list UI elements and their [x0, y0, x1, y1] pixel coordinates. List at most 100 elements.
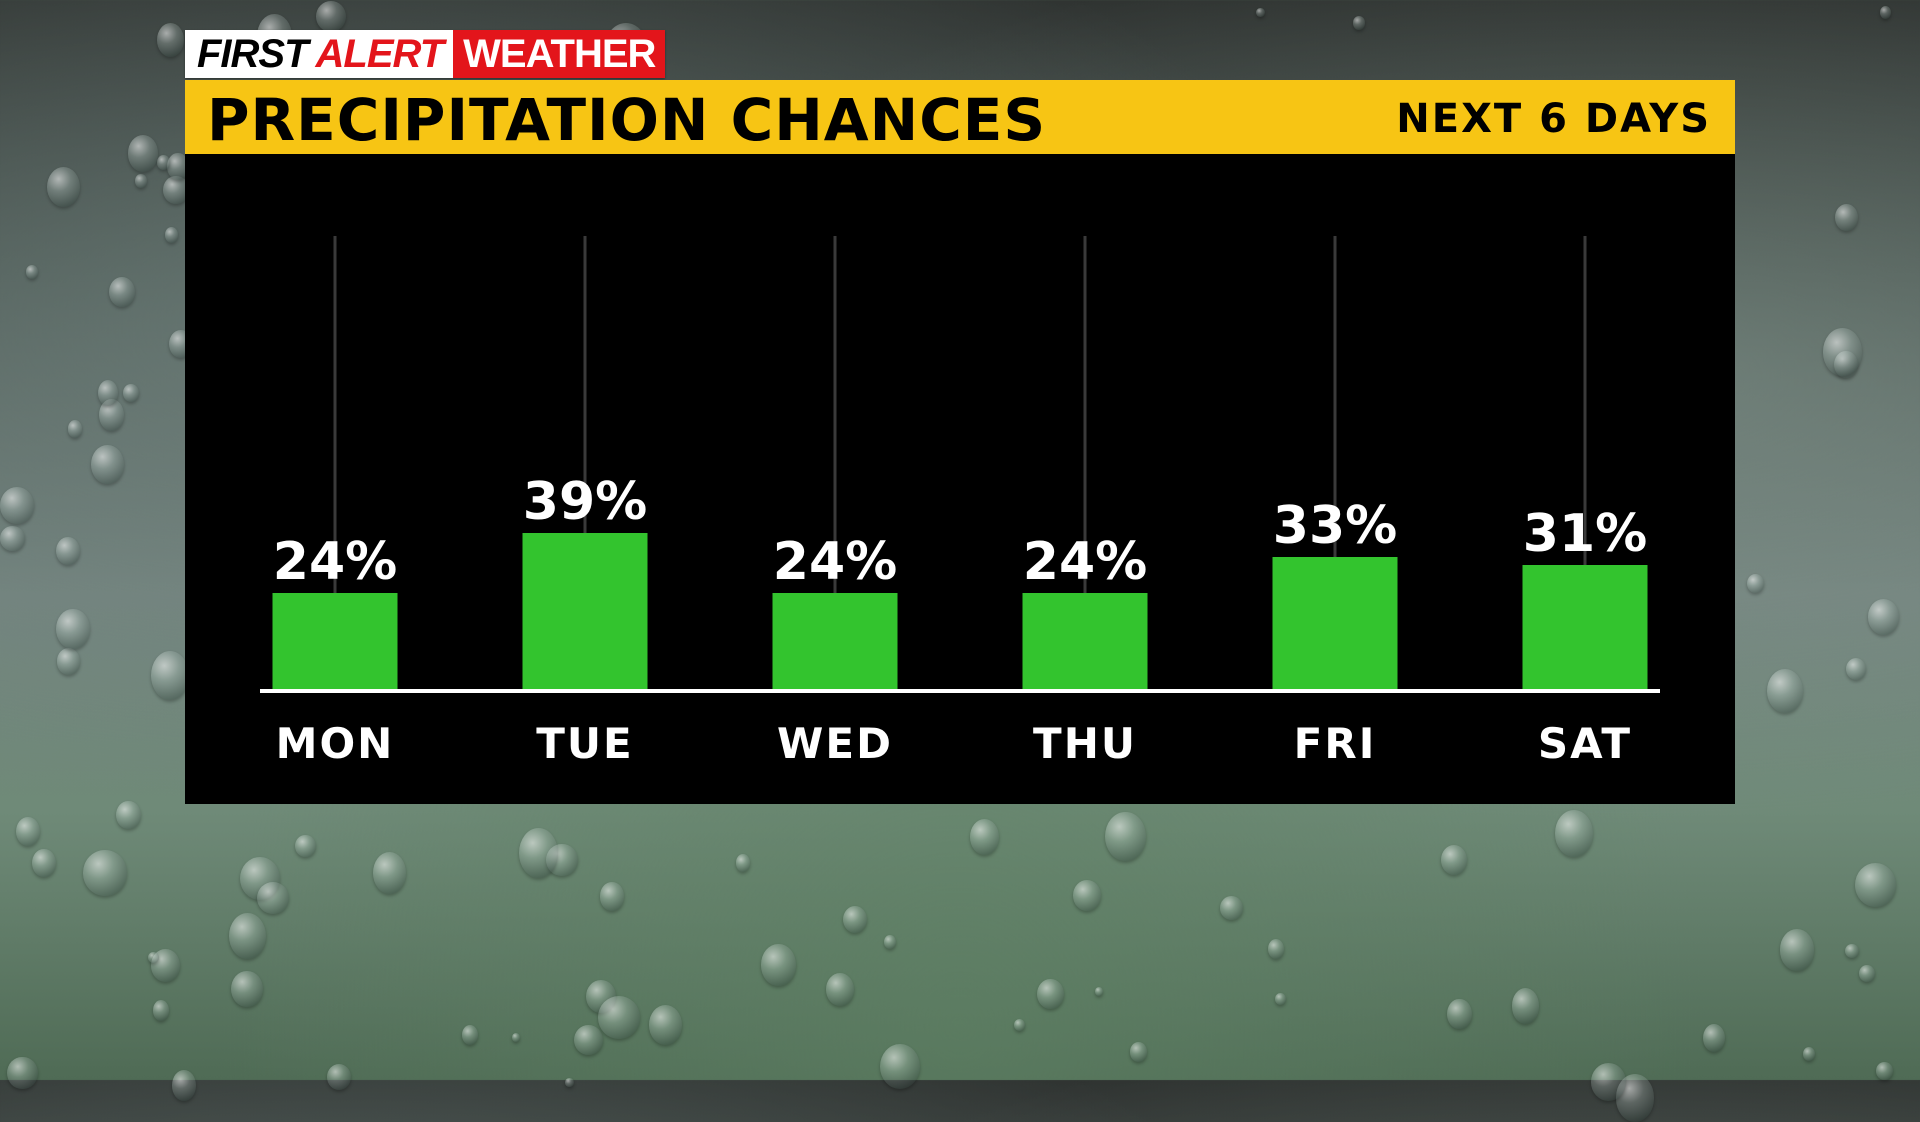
raindrop	[1441, 845, 1468, 875]
raindrop	[1822, 327, 1863, 376]
raindrop	[316, 0, 347, 33]
raindrop	[1094, 986, 1104, 997]
raindrop	[512, 1032, 521, 1043]
raindrop	[1803, 1047, 1816, 1062]
raindrop	[46, 166, 81, 208]
raindrop	[1256, 8, 1266, 18]
raindrop	[135, 174, 147, 188]
raindrop	[167, 152, 189, 181]
value-label-wed: 24%	[773, 532, 897, 592]
brand-alert: ALERT	[315, 31, 445, 76]
raindrop	[761, 944, 796, 986]
bar-mon	[272, 593, 398, 689]
raindrop	[97, 379, 119, 407]
raindrop	[573, 1024, 604, 1056]
day-label-sat: SAT	[1538, 719, 1632, 768]
raindrop	[91, 445, 124, 485]
title-bar: PRECIPITATION CHANCES NEXT 6 DAYS	[185, 80, 1735, 154]
value-label-mon: 24%	[273, 532, 397, 592]
brand-logo-left: FIRST ALERT	[185, 30, 454, 78]
raindrop	[82, 850, 127, 896]
raindrop	[1591, 1063, 1627, 1101]
raindrop	[519, 827, 558, 879]
chart-title: PRECIPITATION CHANCES	[207, 86, 1047, 154]
bar-thu	[1022, 593, 1148, 689]
raindrop	[1447, 998, 1472, 1029]
raindrop	[1267, 939, 1285, 960]
raindrop	[1511, 987, 1540, 1024]
raindrop	[1013, 1018, 1026, 1031]
raindrop	[599, 882, 625, 911]
raindrop	[1036, 978, 1064, 1009]
day-label-mon: MON	[276, 719, 395, 768]
raindrop	[171, 1069, 197, 1101]
raindrop	[598, 996, 641, 1039]
raindrop	[736, 854, 751, 872]
raindrop	[1129, 1041, 1148, 1062]
raindrop	[1854, 862, 1897, 907]
raindrop	[880, 1044, 921, 1090]
raindrop	[1858, 964, 1876, 983]
raindrop	[0, 526, 25, 551]
day-label-wed: WED	[777, 719, 893, 768]
raindrop	[1104, 811, 1146, 862]
raindrop	[1834, 204, 1859, 232]
first-alert-weather-logo: FIRST ALERT WEATHER	[185, 30, 666, 78]
value-label-tue: 39%	[523, 472, 647, 532]
day-label-fri: FRI	[1294, 719, 1377, 768]
raindrop	[1072, 880, 1102, 911]
raindrop	[256, 881, 289, 915]
raindrop	[372, 851, 407, 895]
day-label-tue: TUE	[536, 719, 633, 768]
chart-subtitle: NEXT 6 DAYS	[1396, 96, 1711, 142]
raindrop	[25, 264, 39, 279]
raindrop	[127, 134, 159, 172]
raindrop	[229, 912, 267, 959]
raindrop	[163, 176, 189, 204]
bar-wed	[772, 593, 898, 689]
raindrop	[0, 486, 35, 524]
value-label-sat: 31%	[1523, 504, 1647, 564]
raindrop	[1274, 992, 1287, 1005]
raindrop	[165, 227, 179, 243]
bar-sat	[1522, 565, 1648, 689]
raindrop	[123, 384, 140, 402]
brand-weather: WEATHER	[453, 30, 666, 78]
chart-panel: 24% MON 39% TUE 24% WED 24% THU 33% FRI 31% SAT	[185, 154, 1735, 804]
raindrop	[1555, 810, 1594, 857]
raindrop	[969, 819, 999, 855]
raindrop	[56, 608, 90, 650]
raindrop	[884, 934, 896, 949]
raindrop	[148, 951, 160, 963]
raindrop	[230, 970, 263, 1008]
raindrop	[55, 536, 80, 565]
raindrop	[1844, 944, 1859, 959]
raindrop	[1779, 929, 1815, 971]
raindrop	[1219, 895, 1244, 921]
bar-fri	[1272, 557, 1398, 689]
raindrop	[1875, 1062, 1894, 1081]
raindrop	[109, 277, 135, 308]
raindrop	[1846, 657, 1867, 680]
raindrop	[116, 800, 141, 830]
raindrop	[150, 651, 189, 701]
raindrop	[16, 816, 41, 847]
precipitation-bar-chart: 24% MON 39% TUE 24% WED 24% THU 33% FRI 31% SAT	[260, 236, 1660, 768]
raindrop	[825, 973, 854, 1006]
raindrop	[842, 905, 867, 933]
brand-first: FIRST	[197, 31, 309, 76]
raindrop	[1879, 5, 1892, 20]
raindrop	[1702, 1023, 1725, 1052]
raindrop	[152, 1000, 170, 1022]
raindrop	[1747, 573, 1764, 594]
raindrop	[294, 834, 316, 858]
raindrop	[157, 22, 185, 57]
raindrop	[32, 849, 56, 878]
bar-tue	[522, 533, 648, 689]
raindrop	[327, 1064, 352, 1091]
raindrop	[67, 420, 83, 438]
raindrop	[7, 1056, 38, 1090]
raindrop	[156, 155, 171, 170]
value-label-fri: 33%	[1273, 496, 1397, 556]
raindrop	[1766, 668, 1804, 713]
